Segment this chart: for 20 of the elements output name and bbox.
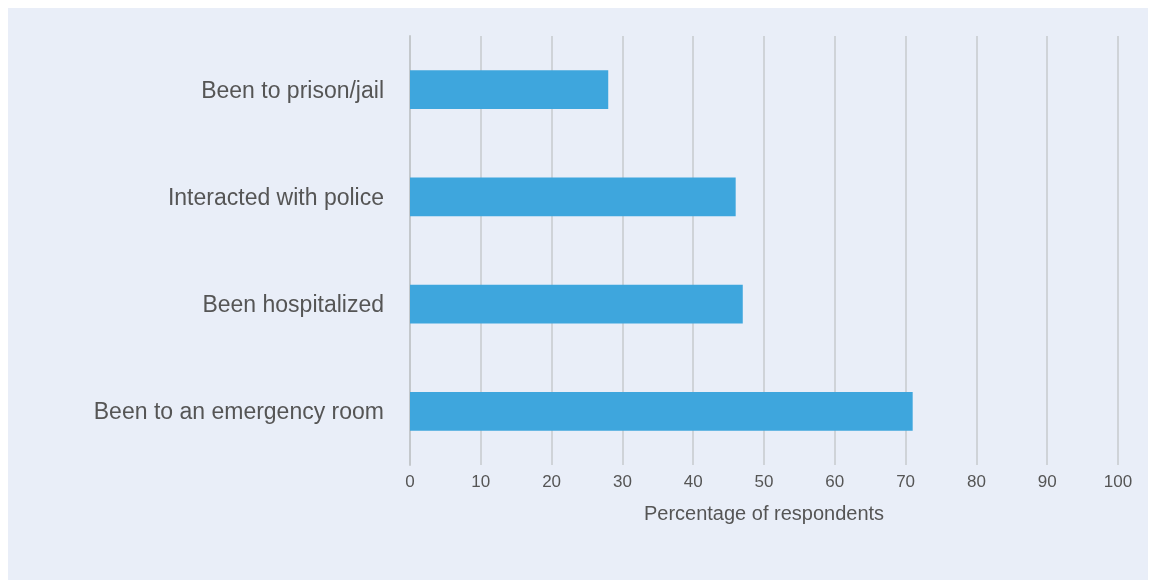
x-tick-label: 60	[825, 472, 845, 491]
x-tick-label: 80	[966, 472, 986, 491]
y-tick-label: Been to prison/jail	[201, 76, 384, 103]
y-tick-label: Been to an emergency room	[93, 398, 384, 425]
x-axis-title: Percentage of respondents	[643, 502, 885, 524]
x-tick-label: 10	[471, 472, 491, 491]
x-tick-label: 70	[896, 472, 916, 491]
bar	[410, 70, 609, 109]
x-tick-label: 40	[683, 472, 703, 491]
x-tick-label: 0	[405, 472, 415, 491]
x-tick-label: 50	[754, 472, 774, 491]
bar	[410, 177, 736, 217]
y-tick-label: Been hospitalized	[202, 291, 384, 318]
bar	[410, 392, 913, 431]
x-tick-label: 30	[612, 472, 632, 491]
x-tick-label: 100	[1103, 472, 1133, 491]
y-tick-label: Interacted with police	[167, 183, 384, 210]
bar	[410, 284, 743, 324]
x-tick-label: 20	[542, 472, 562, 491]
x-tick-label: 90	[1037, 472, 1057, 491]
